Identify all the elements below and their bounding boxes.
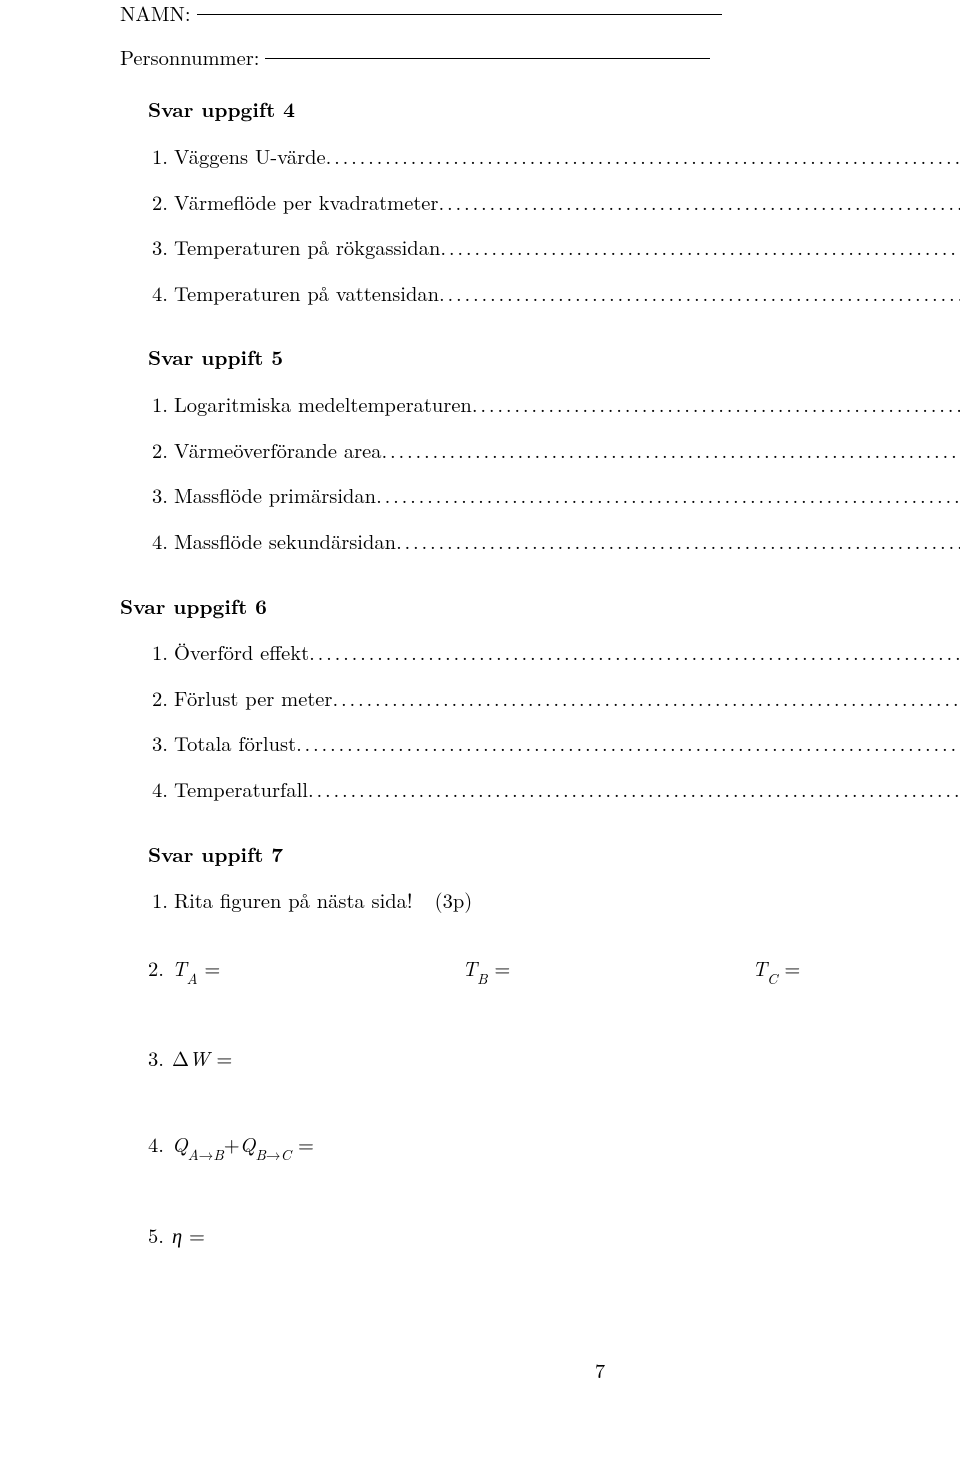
personnummer-line: [265, 58, 710, 59]
item-text: Massflöde primärsidan: [174, 482, 376, 508]
list-item: 4. Temperaturen på vattensidan .........…: [148, 280, 960, 306]
section6-items: 1. Överförd effekt .....................…: [148, 639, 960, 802]
item-num: 1.: [148, 887, 168, 913]
list-item: 1. Rita figuren på nästa sida! (3p): [148, 887, 960, 913]
item-text: Rita figuren på nästa sida!: [174, 887, 413, 913]
personnummer-label: Personnummer:: [120, 44, 259, 70]
list-item: 3. Temperaturen på rökgassidan .........…: [148, 234, 960, 260]
eq-term-ta: TA =: [172, 955, 220, 986]
leader-dots: ........................................…: [296, 730, 960, 756]
item-text: Temperaturen på rökgassidan: [174, 234, 440, 260]
item-text: Totala förlust: [174, 730, 296, 756]
name-line: [197, 14, 722, 15]
name-field: NAMN:: [120, 0, 960, 26]
list-item: 3. Massflöde primärsidan ...............…: [148, 482, 960, 508]
section6-title: Svar uppgift 6: [120, 594, 960, 620]
eq-num: 2.: [148, 955, 164, 981]
list-item: 1. Väggens U-värde .....................…: [148, 143, 960, 169]
leader-dots: ........................................…: [309, 639, 960, 665]
equation-row-2: 2. TA = TB = TC = (3p): [148, 955, 960, 986]
section7-body: 1. Rita figuren på nästa sida! (3p) 2. T…: [148, 887, 960, 1247]
item-num: 1.: [148, 391, 168, 417]
leader-dots: ........................................…: [438, 189, 960, 215]
leader-dots: ........................................…: [308, 776, 960, 802]
item-text: Överförd effekt: [174, 639, 309, 665]
list-item: 2. Värmeöverförande area ...............…: [148, 437, 960, 463]
equation-row-3: 3. ΔW = (3p): [148, 1045, 960, 1071]
item-text: Temperaturfall: [174, 776, 308, 802]
item-num: 3.: [148, 730, 168, 756]
item-num: 3.: [148, 482, 168, 508]
eq-num: 4.: [148, 1131, 164, 1157]
item-num: 2.: [148, 189, 168, 215]
personnummer-field: Personnummer:: [120, 44, 960, 70]
leader-dots: ........................................…: [382, 437, 960, 463]
section4-title: Svar uppgift 4: [148, 97, 960, 123]
eq-num: 3.: [148, 1045, 164, 1071]
leader-dots: ........................................…: [396, 528, 960, 554]
item-num: 4.: [148, 776, 168, 802]
section4-items: 1. Väggens U-värde .....................…: [148, 143, 960, 306]
item-num: 2.: [148, 437, 168, 463]
list-item: 2. Värmeflöde per kvadratmeter .........…: [148, 189, 960, 215]
equation-row-5: 5. η = (3p): [148, 1222, 960, 1248]
item-text: Väggens U-värde: [174, 143, 326, 169]
list-item: 1. Logaritmiska medeltemperaturen ......…: [148, 391, 960, 417]
item-text: Logaritmiska medeltemperaturen: [174, 391, 472, 417]
leader-dots: ........................................…: [332, 685, 960, 711]
item-num: 1.: [148, 639, 168, 665]
section5-items: 1. Logaritmiska medeltemperaturen ......…: [148, 391, 960, 554]
page-number: 7: [120, 1357, 960, 1383]
item-num: 4.: [148, 280, 168, 306]
item-text: Förlust per meter: [174, 685, 332, 711]
item-points: (3p): [435, 887, 473, 913]
equation-row-4: 4. QA→B+QB→C = (3p): [148, 1131, 960, 1162]
item-num: 4.: [148, 528, 168, 554]
item-num: 1.: [148, 143, 168, 169]
leader-dots: ........................................…: [439, 280, 960, 306]
item-text: Värmeflöde per kvadratmeter: [174, 189, 438, 215]
item-text: Värmeöverförande area: [174, 437, 382, 463]
eq-term-eta: η =: [172, 1222, 205, 1248]
item-text: Temperaturen på vattensidan: [174, 280, 439, 306]
eq-num: 5.: [148, 1222, 164, 1248]
section7-title: Svar uppift 7: [148, 842, 960, 868]
eq-term-q: QA→B+QB→C =: [172, 1131, 314, 1162]
leader-dots: ........................................…: [440, 234, 960, 260]
list-item: 3. Totala förlust ......................…: [148, 730, 960, 756]
eq-term-tc: TC =: [752, 955, 800, 986]
list-item: 2. Förlust per meter ...................…: [148, 685, 960, 711]
leader-dots: ........................................…: [376, 482, 960, 508]
list-item: 4. Temperaturfall ......................…: [148, 776, 960, 802]
list-item: 1. Överförd effekt .....................…: [148, 639, 960, 665]
name-label: NAMN:: [120, 0, 191, 26]
eq-term-dw: ΔW =: [172, 1045, 232, 1071]
list-item: 4. Massflöde sekundärsidan .............…: [148, 528, 960, 554]
eq-term-tb: TB =: [462, 955, 510, 986]
section5-title: Svar uppift 5: [148, 345, 960, 371]
leader-dots: ........................................…: [472, 391, 960, 417]
item-num: 3.: [148, 234, 168, 260]
item-num: 2.: [148, 685, 168, 711]
item-text: Massflöde sekundärsidan: [174, 528, 396, 554]
leader-dots: ........................................…: [326, 143, 960, 169]
